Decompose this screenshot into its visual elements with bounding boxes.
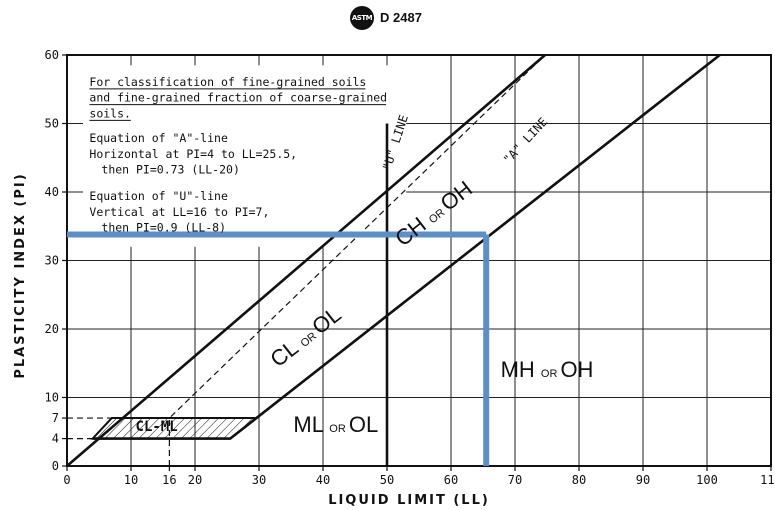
note-line: then PI=0.9 (LL-8) bbox=[101, 221, 226, 235]
astm-logo-icon: ASTM bbox=[350, 6, 374, 30]
note-line: Horizontal at PI=4 to LL=25.5, bbox=[89, 147, 297, 161]
zone-label-cl: CL OR OL bbox=[265, 302, 345, 372]
x-tick-label: 50 bbox=[380, 473, 394, 487]
x-tick-label: 60 bbox=[444, 473, 458, 487]
note-line: and fine-grained fraction of coarse-grai… bbox=[89, 91, 387, 105]
series-group bbox=[67, 55, 721, 466]
zone-label-cl-ml: CL-ML bbox=[136, 419, 178, 435]
x-tick-label: 10 bbox=[124, 473, 138, 487]
y-tick-label: 40 bbox=[45, 185, 59, 199]
y-tick-label: 4 bbox=[52, 432, 59, 446]
x-tick-label: 70 bbox=[508, 473, 522, 487]
x-tick-label: 80 bbox=[572, 473, 586, 487]
note-line: Equation of "A"-line bbox=[89, 131, 228, 145]
y-tick-label: 10 bbox=[45, 391, 59, 405]
x-tick-label: 0 bbox=[63, 473, 70, 487]
standard-number: D 2487 bbox=[380, 10, 422, 25]
note-line: soils. bbox=[89, 106, 131, 120]
x-tick-label: 110 bbox=[760, 473, 775, 487]
y-tick-label: 30 bbox=[45, 254, 59, 268]
x-tick-label: 20 bbox=[188, 473, 202, 487]
zone-label-mh: MH OR OH bbox=[501, 357, 594, 382]
y-tick-label: 50 bbox=[45, 117, 59, 131]
astm-header: ASTM D 2487 bbox=[350, 4, 460, 34]
y-axis-label: PLASTICITY INDEX (PI) bbox=[13, 172, 28, 378]
x-tick-label: 30 bbox=[252, 473, 266, 487]
boundary-line-2 bbox=[67, 55, 546, 466]
note-line: Vertical at LL=16 to PI=7, bbox=[89, 205, 269, 219]
a-line-label: "A" LINE bbox=[501, 115, 551, 167]
x-tick-label: 100 bbox=[696, 473, 718, 487]
x-tick-label: 90 bbox=[636, 473, 650, 487]
u-line bbox=[168, 55, 546, 466]
notes-background bbox=[83, 65, 407, 247]
y-tick-label: 60 bbox=[45, 48, 59, 62]
x-tick-label: 16 bbox=[162, 473, 176, 487]
note-line: Equation of "U"-line bbox=[89, 189, 228, 203]
y-tick-label: 7 bbox=[52, 411, 59, 425]
note-line: then PI=0.73 (LL-20) bbox=[101, 163, 239, 177]
x-axis-label: LIQUID LIMIT (LL) bbox=[328, 493, 490, 508]
zone-label-ml: ML OR OL bbox=[293, 412, 378, 437]
note-line: For classification of fine-grained soils bbox=[89, 75, 366, 89]
x-tick-label: 40 bbox=[316, 473, 330, 487]
y-tick-label: 20 bbox=[45, 322, 59, 336]
y-tick-label: 0 bbox=[52, 459, 59, 473]
